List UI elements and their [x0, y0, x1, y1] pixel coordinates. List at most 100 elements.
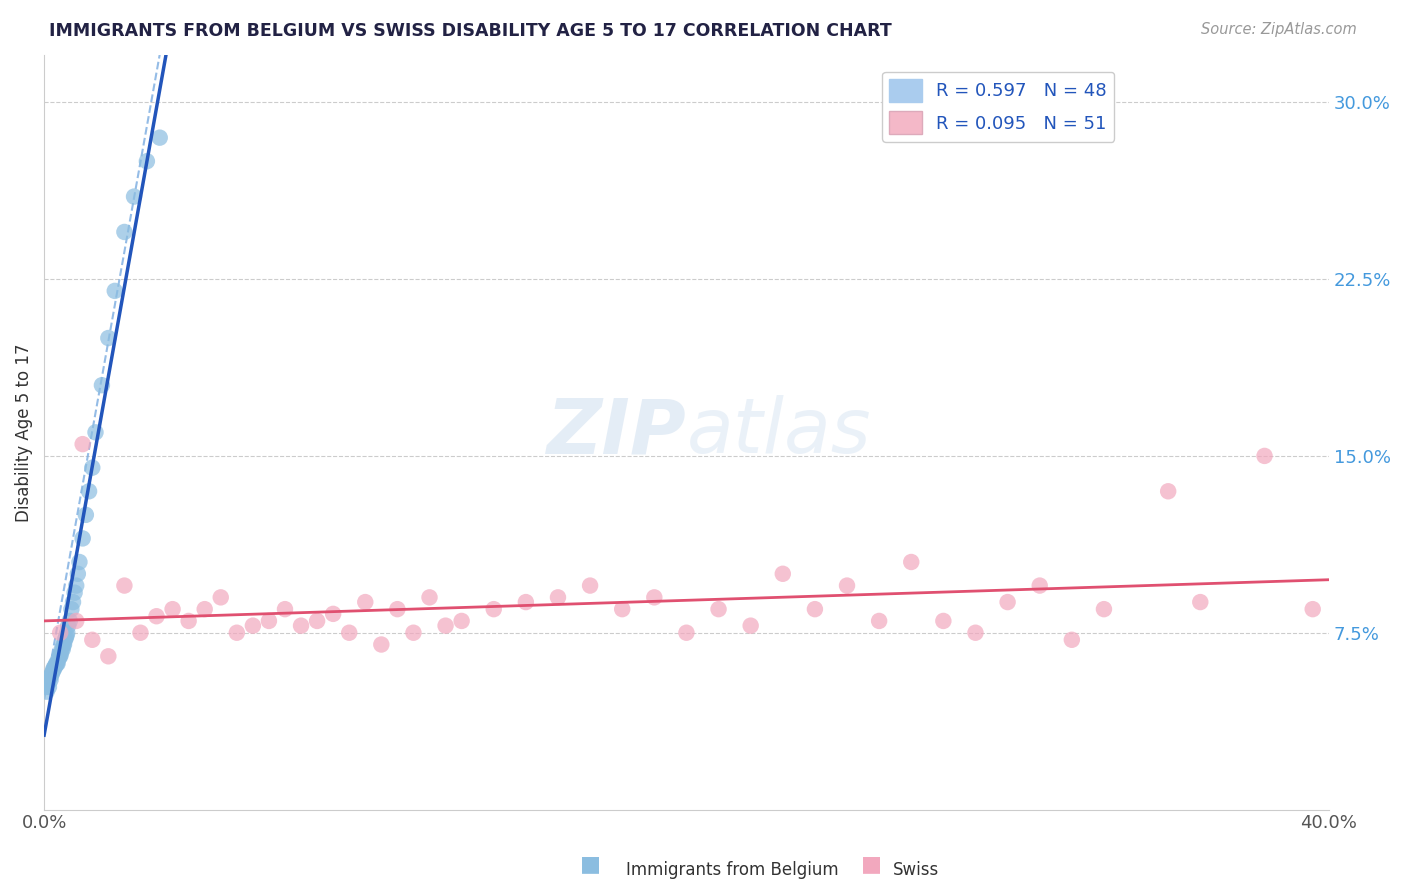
Point: [65, 614, 87, 628]
Point: [740, 618, 762, 632]
Point: [322, 607, 344, 621]
Point: [38, 680, 60, 694]
Text: Swiss: Swiss: [893, 861, 939, 879]
Point: [707, 602, 730, 616]
Point: [835, 578, 858, 592]
Point: [932, 614, 955, 628]
Point: [35, 680, 58, 694]
Point: [48, 651, 70, 665]
Point: [75, 508, 97, 522]
Point: [450, 614, 472, 628]
Point: [194, 602, 217, 616]
Point: [129, 625, 152, 640]
Point: [97, 331, 120, 345]
Point: [387, 602, 409, 616]
Point: [643, 591, 665, 605]
Point: [53, 638, 76, 652]
Point: [997, 595, 1019, 609]
Point: [1253, 449, 1275, 463]
Point: [804, 602, 827, 616]
Point: [66, 566, 89, 581]
Point: [772, 566, 794, 581]
Point: [55, 628, 77, 642]
Point: [59, 614, 82, 628]
Point: [52, 642, 75, 657]
Point: [515, 595, 537, 609]
Point: [44, 658, 66, 673]
Point: [77, 484, 100, 499]
Point: [122, 189, 145, 203]
Point: [135, 154, 157, 169]
Point: [72, 437, 94, 451]
Point: [46, 657, 69, 671]
Point: [1302, 602, 1324, 616]
Point: [48, 649, 70, 664]
Point: [354, 595, 377, 609]
Point: [418, 591, 440, 605]
Point: [547, 591, 569, 605]
Point: [44, 661, 66, 675]
Point: [69, 555, 91, 569]
Point: [82, 632, 104, 647]
Point: [1060, 632, 1083, 647]
Point: [434, 618, 457, 632]
Point: [482, 602, 505, 616]
Text: Immigrants from Belgium: Immigrants from Belgium: [626, 861, 838, 879]
Point: [1157, 484, 1180, 499]
Point: [72, 532, 94, 546]
Text: ■: ■: [862, 854, 882, 873]
Point: [82, 460, 104, 475]
Point: [35, 684, 58, 698]
Point: [62, 595, 84, 609]
Point: [56, 625, 79, 640]
Point: [1028, 578, 1050, 592]
Point: [38, 671, 60, 685]
Point: [45, 657, 67, 671]
Point: [37, 677, 59, 691]
Point: [41, 665, 63, 680]
Point: [162, 602, 184, 616]
Point: [675, 625, 697, 640]
Point: [39, 673, 62, 687]
Point: [112, 578, 135, 592]
Point: [53, 632, 76, 647]
Y-axis label: Disability Age 5 to 17: Disability Age 5 to 17: [15, 343, 32, 522]
Text: ZIP: ZIP: [547, 395, 686, 469]
Point: [900, 555, 922, 569]
Text: IMMIGRANTS FROM BELGIUM VS SWISS DISABILITY AGE 5 TO 17 CORRELATION CHART: IMMIGRANTS FROM BELGIUM VS SWISS DISABIL…: [49, 22, 891, 40]
Point: [225, 625, 247, 640]
Text: Source: ZipAtlas.com: Source: ZipAtlas.com: [1201, 22, 1357, 37]
Point: [42, 661, 65, 675]
Point: [1189, 595, 1212, 609]
Point: [49, 625, 72, 640]
Point: [58, 618, 80, 632]
Point: [90, 378, 112, 392]
Point: [307, 614, 329, 628]
Point: [1092, 602, 1115, 616]
Point: [177, 614, 200, 628]
Point: [209, 591, 232, 605]
Point: [46, 657, 69, 671]
Point: [257, 614, 280, 628]
Point: [290, 618, 312, 632]
Point: [242, 618, 264, 632]
Point: [965, 625, 987, 640]
Point: [65, 578, 87, 592]
Point: [337, 625, 360, 640]
Point: [579, 578, 602, 592]
Point: [370, 638, 392, 652]
Point: [868, 614, 890, 628]
Point: [149, 130, 172, 145]
Point: [55, 631, 77, 645]
Text: atlas: atlas: [686, 395, 870, 469]
Point: [97, 649, 120, 664]
Point: [37, 675, 59, 690]
Point: [402, 625, 425, 640]
Point: [63, 585, 86, 599]
Point: [84, 425, 107, 440]
Text: ■: ■: [581, 854, 600, 873]
Point: [60, 602, 83, 616]
Point: [42, 664, 65, 678]
Point: [104, 284, 127, 298]
Legend: R = 0.597   N = 48, R = 0.095   N = 51: R = 0.597 N = 48, R = 0.095 N = 51: [882, 71, 1114, 142]
